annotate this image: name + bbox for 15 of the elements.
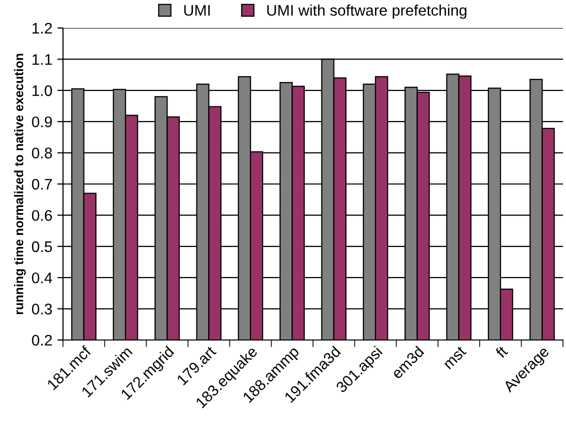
y-tick-label: 1.2 [32,22,52,34]
y-tick-label: 0.7 [32,178,52,190]
y-tick-label: 1.0 [32,85,52,96]
y-tick-label: 0.4 [32,272,52,284]
y-tick-label: 0.8 [32,148,52,158]
legend-label: UMI [184,5,210,16]
y-axis-title: running time normalized to native execution [14,54,26,314]
y-tick-label: 0.9 [32,116,52,128]
y-tick-label: 1.1 [32,54,52,65]
y-tick-label: 0.3 [32,304,52,314]
y-tick-label: 0.6 [32,210,52,221]
y-tick-label: 0.5 [32,241,52,252]
x-tick-label: mst [442,346,467,370]
y-tick-label: 0.2 [32,334,52,346]
legend-label: UMI with software prefetching [267,4,466,19]
